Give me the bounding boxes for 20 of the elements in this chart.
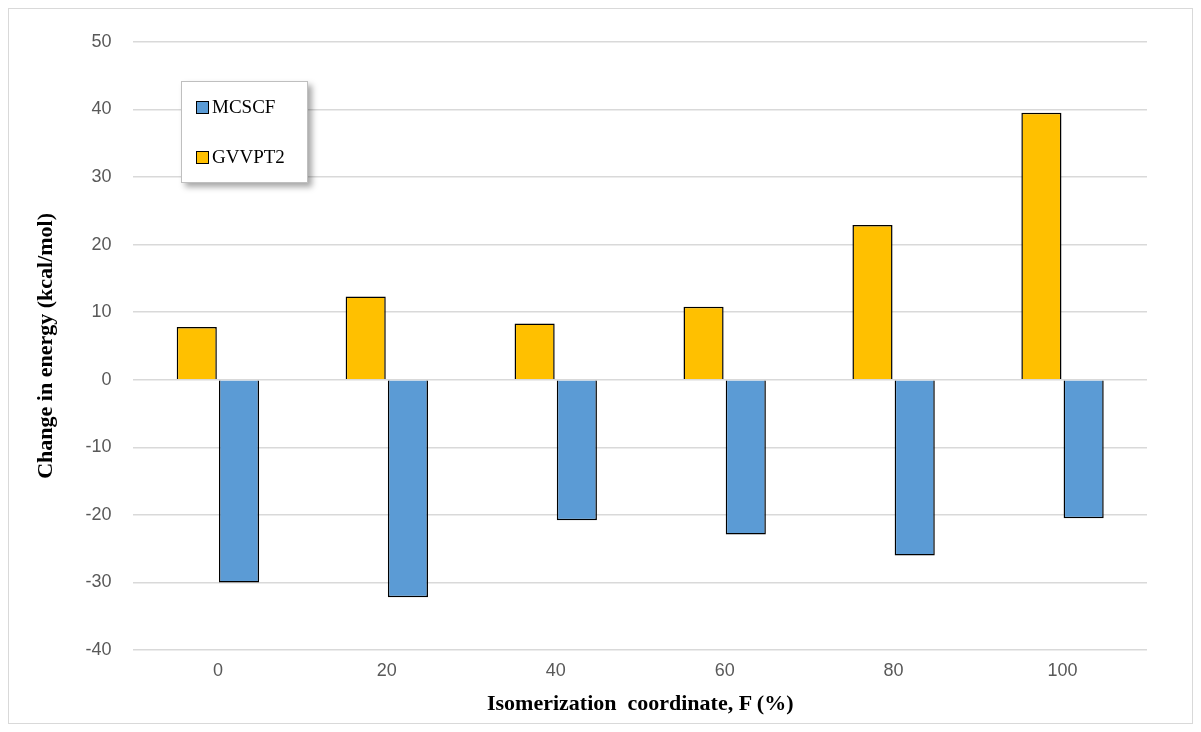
y-tick-label: 30 [91, 165, 112, 186]
y-tick-label: -10 [85, 436, 112, 457]
legend-label: GVVPT2 [212, 146, 285, 168]
y-tick-label: -40 [85, 638, 112, 659]
x-tick-label: 20 [376, 659, 397, 680]
y-tick-label: 20 [91, 233, 112, 254]
x-axis-title: Isomerization coordinate, F (%) [486, 690, 794, 716]
y-tick-label: 50 [91, 30, 112, 51]
legend-label: MCSCF [212, 96, 276, 118]
x-tick-label: 0 [212, 659, 223, 680]
x-tick-label: 80 [883, 659, 904, 680]
x-tick-label: 100 [1047, 659, 1078, 680]
y-tick-label: -20 [85, 503, 112, 524]
y-tick-label: 40 [91, 98, 112, 119]
y-tick-label: 10 [91, 301, 112, 322]
y-tick-label: -30 [85, 571, 112, 592]
x-tick-label: 60 [714, 659, 735, 680]
y-tick-label: 0 [101, 368, 112, 389]
x-tick-label: 40 [545, 659, 566, 680]
y-axis-title: Change in energy (kcal/mol) [31, 212, 57, 479]
